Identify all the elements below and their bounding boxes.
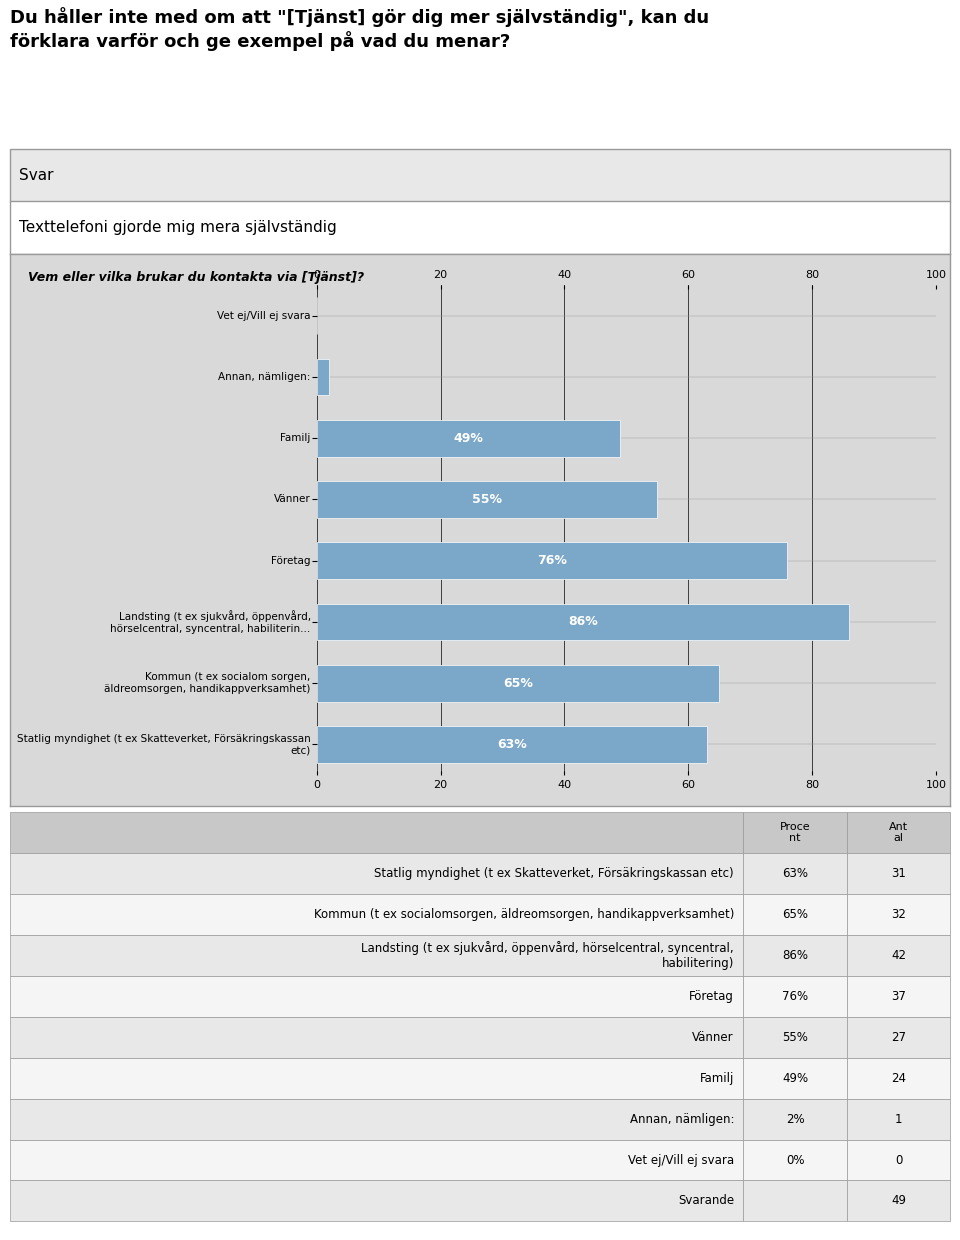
Text: 49: 49 bbox=[891, 1194, 906, 1208]
Bar bbox=[743, 976, 847, 1017]
Bar bbox=[847, 812, 950, 853]
Text: 1: 1 bbox=[895, 1112, 902, 1126]
Text: 2%: 2% bbox=[786, 1112, 804, 1126]
Text: 49%: 49% bbox=[782, 1071, 808, 1085]
Bar bbox=[317, 420, 620, 456]
Bar bbox=[10, 976, 743, 1017]
Bar bbox=[743, 1017, 847, 1058]
Bar bbox=[743, 1099, 847, 1140]
Bar bbox=[10, 1140, 743, 1180]
Text: Annan, nämligen:: Annan, nämligen: bbox=[630, 1112, 734, 1126]
Text: Familj: Familj bbox=[700, 1071, 734, 1085]
Bar bbox=[10, 1099, 743, 1140]
Text: Svarande: Svarande bbox=[678, 1194, 734, 1208]
Text: 55%: 55% bbox=[472, 494, 502, 506]
Text: Statlig myndighet (t ex Skatteverket, Försäkringskassan etc): Statlig myndighet (t ex Skatteverket, Fö… bbox=[374, 867, 734, 880]
Text: Du håller inte med om att "[Tjänst] gör dig mer självständig", kan du
förklara v: Du håller inte med om att "[Tjänst] gör … bbox=[10, 7, 708, 51]
Bar bbox=[10, 1058, 743, 1099]
Text: 0: 0 bbox=[895, 1153, 902, 1167]
Bar bbox=[317, 358, 329, 396]
Text: Vänner: Vänner bbox=[692, 1030, 734, 1044]
Text: 65%: 65% bbox=[782, 908, 808, 921]
Text: Kommun (t ex socialom sorgen,
äldreomsorgen, handikappverksamhet): Kommun (t ex socialom sorgen, äldreomsor… bbox=[105, 672, 311, 694]
Bar bbox=[317, 665, 719, 702]
Text: Vet ej/Vill ej svara: Vet ej/Vill ej svara bbox=[217, 311, 311, 321]
Text: 37: 37 bbox=[891, 990, 906, 1003]
Text: Landsting (t ex sjukvård, öppenvård,
hörselcentral, syncentral, habiliterin...: Landsting (t ex sjukvård, öppenvård, hör… bbox=[110, 610, 311, 634]
Text: 24: 24 bbox=[891, 1071, 906, 1085]
Bar bbox=[743, 894, 847, 935]
Text: 76%: 76% bbox=[538, 554, 567, 567]
Bar bbox=[743, 1058, 847, 1099]
Bar bbox=[847, 976, 950, 1017]
Bar bbox=[847, 894, 950, 935]
Text: Vem eller vilka brukar du kontakta via [Tjänst]?: Vem eller vilka brukar du kontakta via [… bbox=[29, 270, 365, 284]
Bar bbox=[10, 1017, 743, 1058]
Bar bbox=[317, 542, 787, 579]
Bar bbox=[847, 853, 950, 894]
Bar bbox=[10, 935, 743, 976]
Text: Företag: Företag bbox=[271, 556, 311, 565]
Text: 86%: 86% bbox=[782, 949, 808, 962]
Text: 31: 31 bbox=[891, 867, 906, 880]
Text: 0%: 0% bbox=[786, 1153, 804, 1167]
Bar bbox=[743, 935, 847, 976]
Bar bbox=[317, 481, 658, 518]
Text: 32: 32 bbox=[891, 908, 906, 921]
Text: 27: 27 bbox=[891, 1030, 906, 1044]
Text: 55%: 55% bbox=[782, 1030, 808, 1044]
Text: Kommun (t ex socialomsorgen, äldreomsorgen, handikappverksamhet): Kommun (t ex socialomsorgen, äldreomsorg… bbox=[314, 908, 734, 921]
Text: Annan, nämligen:: Annan, nämligen: bbox=[218, 372, 311, 382]
Bar bbox=[847, 935, 950, 976]
Bar bbox=[10, 149, 950, 201]
Text: Texttelefoni gjorde mig mera självständig: Texttelefoni gjorde mig mera självständi… bbox=[19, 221, 337, 236]
Text: 63%: 63% bbox=[782, 867, 808, 880]
Bar bbox=[10, 853, 743, 894]
Text: Vänner: Vänner bbox=[274, 495, 311, 505]
Text: 86%: 86% bbox=[568, 615, 598, 629]
Bar bbox=[743, 812, 847, 853]
Text: 65%: 65% bbox=[503, 677, 533, 689]
Text: Proce
nt: Proce nt bbox=[780, 822, 810, 843]
Text: Svar: Svar bbox=[19, 167, 54, 182]
Text: 42: 42 bbox=[891, 949, 906, 962]
Bar bbox=[847, 1058, 950, 1099]
Text: 63%: 63% bbox=[497, 738, 527, 751]
Bar bbox=[10, 1180, 743, 1221]
Bar bbox=[743, 1140, 847, 1180]
Text: 49%: 49% bbox=[453, 432, 484, 445]
Bar bbox=[847, 1099, 950, 1140]
Text: Ant
al: Ant al bbox=[889, 822, 908, 843]
Text: Landsting (t ex sjukvård, öppenvård, hörselcentral, syncentral,
habilitering): Landsting (t ex sjukvård, öppenvård, hör… bbox=[361, 941, 734, 970]
Bar bbox=[317, 725, 707, 763]
Bar bbox=[10, 894, 743, 935]
Text: Företag: Företag bbox=[689, 990, 734, 1003]
Bar bbox=[317, 604, 850, 640]
Text: Vet ej/Vill ej svara: Vet ej/Vill ej svara bbox=[628, 1153, 734, 1167]
Bar bbox=[10, 812, 743, 853]
Bar bbox=[743, 853, 847, 894]
Bar bbox=[847, 1140, 950, 1180]
Bar bbox=[10, 201, 950, 254]
Text: Familj: Familj bbox=[280, 433, 311, 443]
Text: Statlig myndighet (t ex Skatteverket, Försäkringskassan etc): Statlig myndighet (t ex Skatteverket, Fö… bbox=[17, 734, 311, 755]
Text: 76%: 76% bbox=[782, 990, 808, 1003]
Bar bbox=[847, 1180, 950, 1221]
Bar bbox=[847, 1017, 950, 1058]
Bar bbox=[743, 1180, 847, 1221]
